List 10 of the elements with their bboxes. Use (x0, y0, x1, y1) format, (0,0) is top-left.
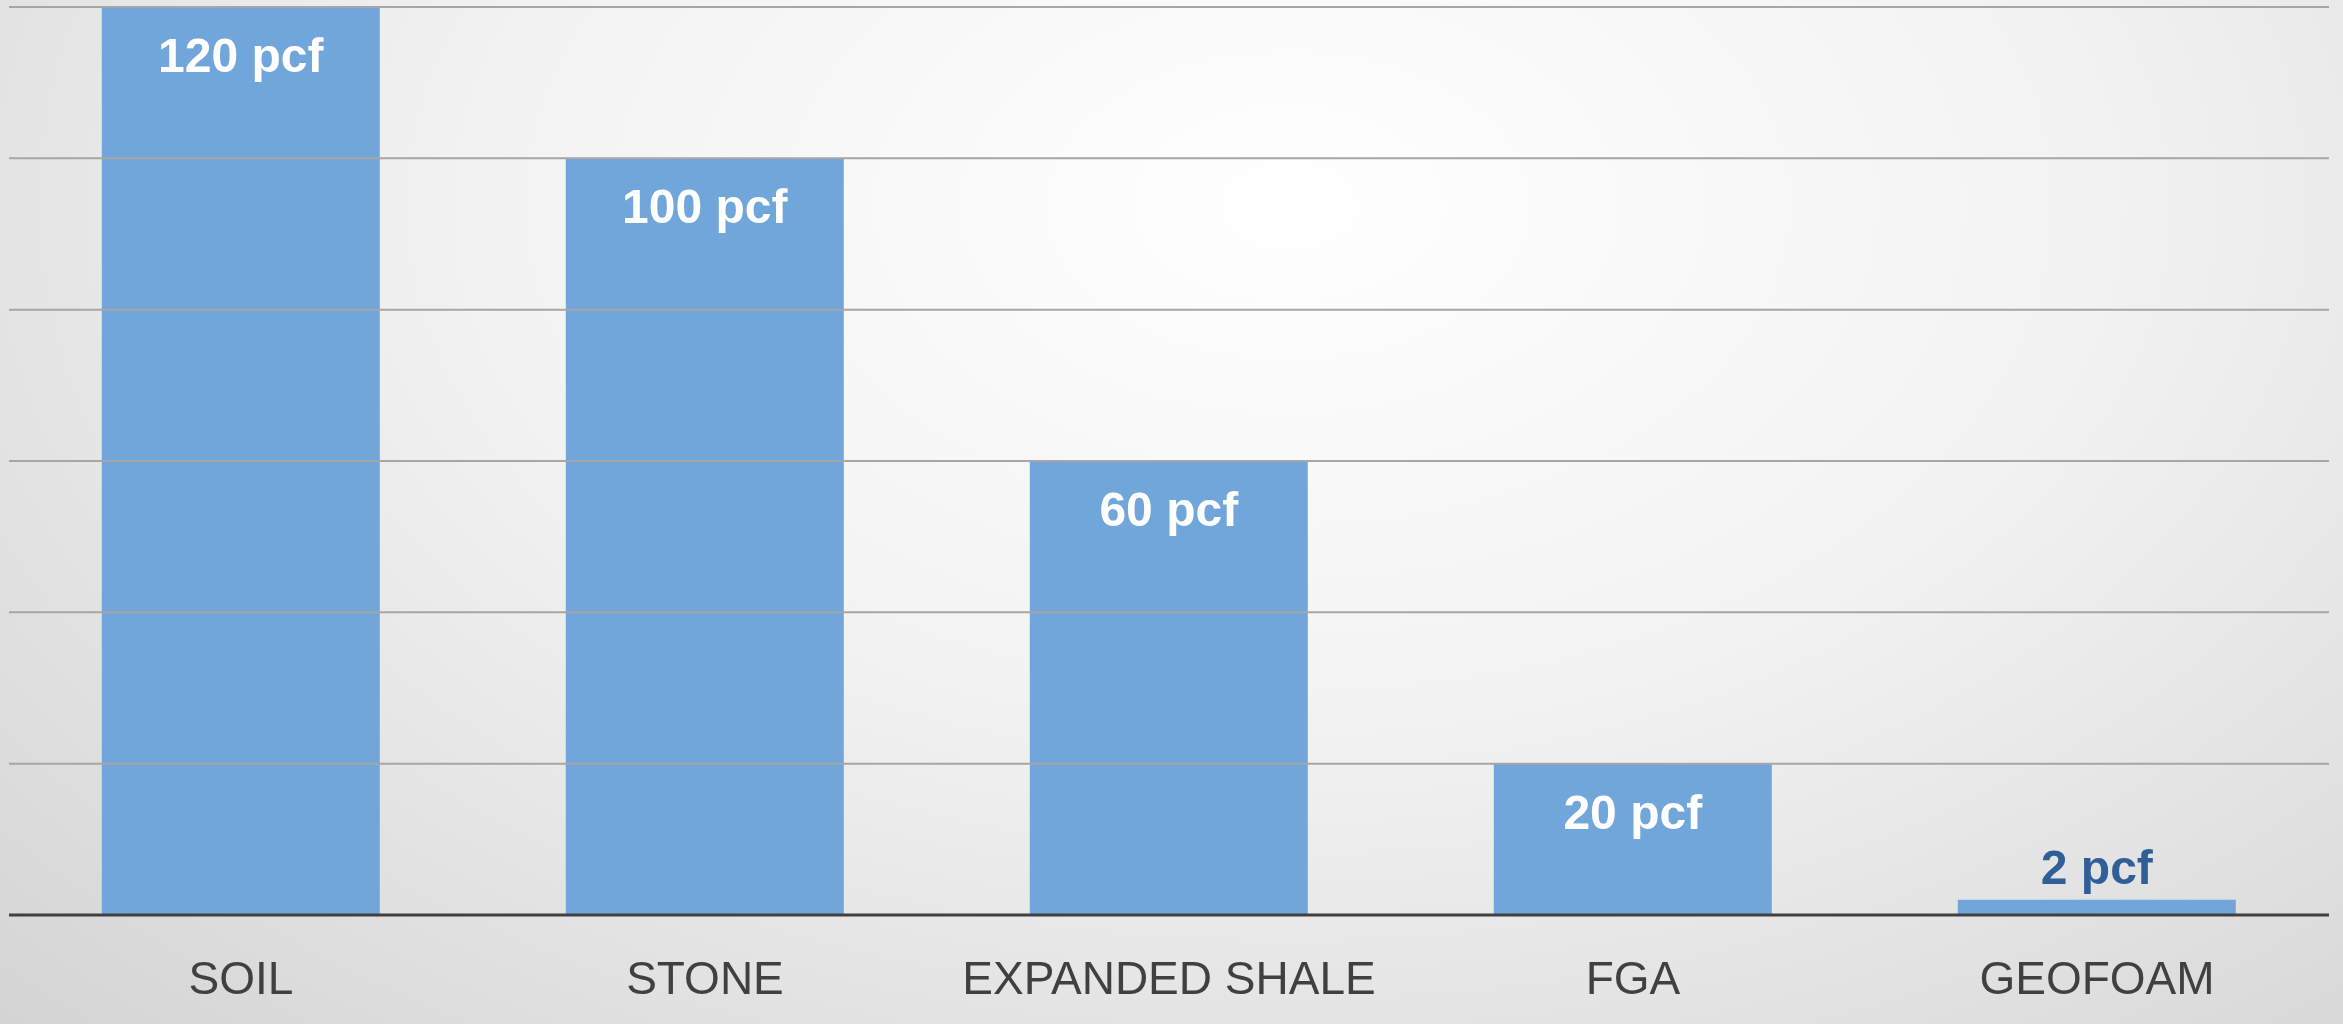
data-label: 100 pcf (622, 180, 789, 234)
data-label: 60 pcf (1099, 483, 1240, 536)
x-tick-label: SOIL (188, 951, 294, 1004)
x-tick-label: FGA (1585, 951, 1681, 1004)
x-tick-label: GEOFOAM (1979, 951, 2215, 1004)
data-label: 120 pcf (158, 29, 325, 82)
data-label: 20 pcf (1563, 785, 1704, 839)
x-tick-label: EXPANDED SHALE (962, 951, 1376, 1004)
data-label: 2 pcf (2040, 840, 2154, 894)
x-tick-label: STONE (626, 951, 784, 1004)
